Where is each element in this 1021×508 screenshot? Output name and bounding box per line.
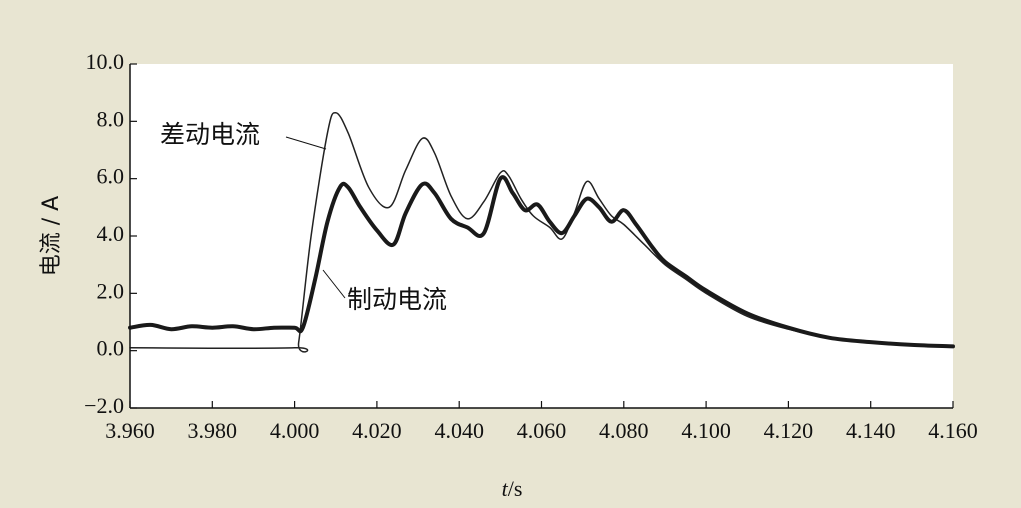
- plot-area: [130, 64, 953, 408]
- x-tick-label: 4.000: [270, 418, 320, 443]
- x-tick-label: 4.160: [928, 418, 978, 443]
- x-tick-label: 3.960: [105, 418, 155, 443]
- x-tick-label: 4.060: [517, 418, 567, 443]
- series-differential-current-line: [129, 111, 954, 353]
- annotation-restraint-leader: [322, 269, 346, 299]
- y-tick-label: 6.0: [97, 164, 125, 189]
- y-tick-label: 2.0: [97, 278, 125, 303]
- y-tick-label: 8.0: [97, 106, 125, 131]
- x-axis-var: t: [502, 476, 509, 501]
- y-axis-title: 电流 / A: [39, 196, 64, 276]
- annotation-restraint-current: 制动电流: [347, 285, 447, 314]
- x-axis-title: t/s: [502, 476, 523, 501]
- x-tick-label: 4.020: [352, 418, 402, 443]
- annotation-diff-current: 差动电流: [160, 120, 260, 149]
- series-layer: [128, 111, 955, 353]
- y-tick-label: −2.0: [84, 393, 124, 418]
- x-tick-label: 4.100: [681, 418, 731, 443]
- x-tick-label: 4.040: [434, 418, 484, 443]
- y-tick-label: 4.0: [97, 221, 125, 246]
- annotation-diff-leader: [285, 136, 327, 150]
- y-tick-label: 10.0: [86, 49, 125, 74]
- x-ticks: 3.960 3.980 4.000 4.020 4.040 4.060 4.080 4.100…: [105, 401, 978, 443]
- y-ticks: 10.0 8.0 6.0 4.0 2.0 0.0 −2.0: [84, 49, 137, 418]
- series-restraint-current-line: [128, 175, 955, 349]
- x-tick-label: 3.980: [188, 418, 238, 443]
- x-tick-label: 4.080: [599, 418, 649, 443]
- x-axis-unit: /s: [508, 476, 523, 501]
- x-tick-label: 4.140: [846, 418, 896, 443]
- x-tick-label: 4.120: [764, 418, 814, 443]
- y-tick-label: 0.0: [97, 336, 125, 361]
